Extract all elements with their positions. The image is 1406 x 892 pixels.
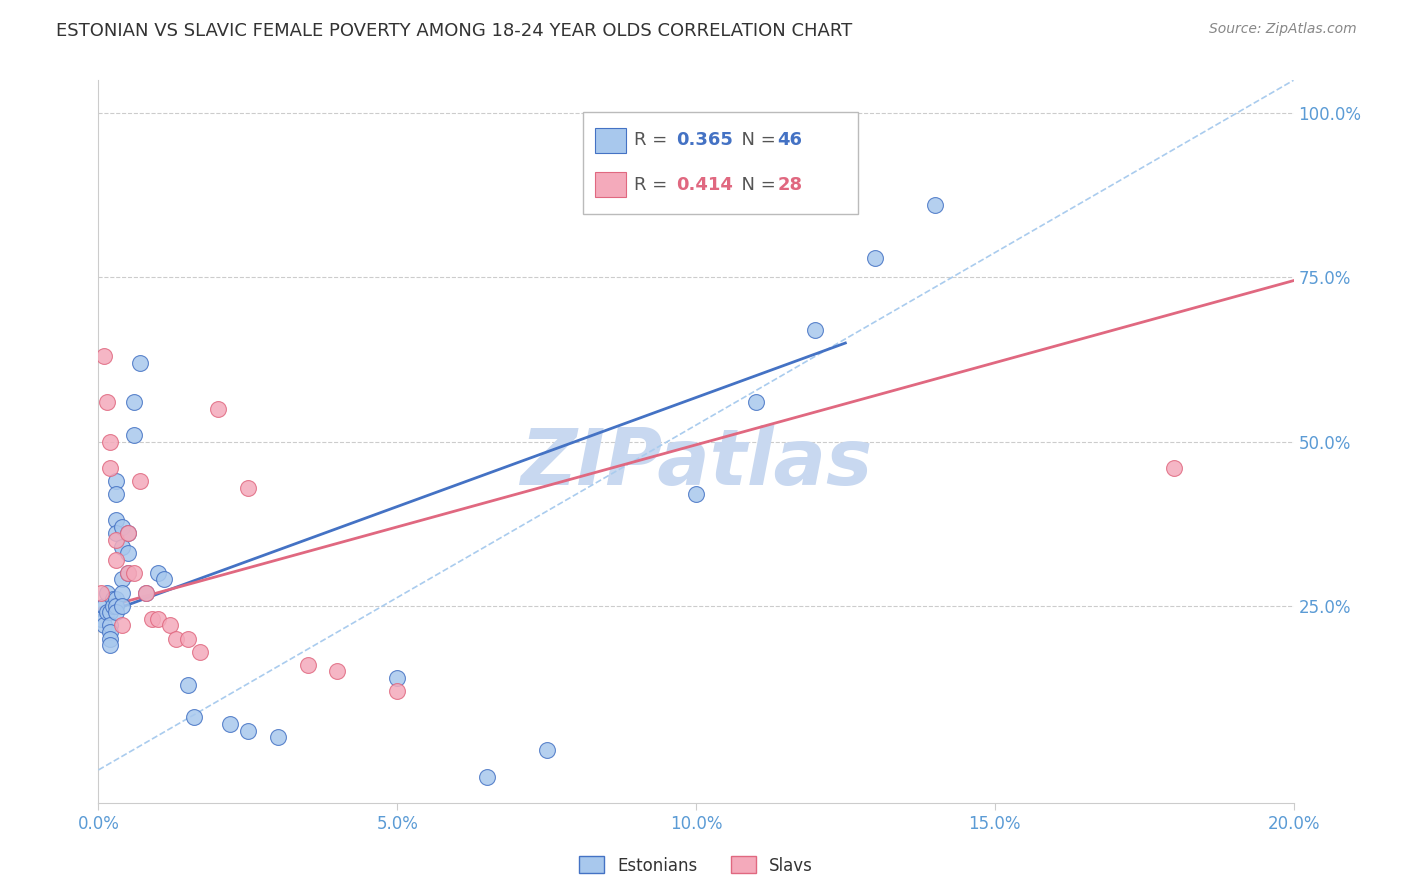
Point xyxy=(745,395,768,409)
Point xyxy=(98,618,122,632)
Point xyxy=(177,677,200,691)
Point xyxy=(105,487,128,501)
Text: 46: 46 xyxy=(778,131,803,149)
Text: 0.414: 0.414 xyxy=(676,176,733,194)
Point xyxy=(93,618,115,632)
Point xyxy=(105,533,128,547)
Point xyxy=(98,434,122,449)
Point xyxy=(135,585,157,599)
Point xyxy=(105,605,128,619)
Point xyxy=(117,526,139,541)
Point xyxy=(148,612,170,626)
Point xyxy=(90,612,112,626)
Point xyxy=(159,618,181,632)
Point xyxy=(103,599,125,613)
Point xyxy=(103,592,125,607)
Text: Source: ZipAtlas.com: Source: ZipAtlas.com xyxy=(1209,22,1357,37)
Point xyxy=(98,632,122,646)
Point xyxy=(536,743,558,757)
Text: 0.365: 0.365 xyxy=(676,131,733,149)
Point xyxy=(475,770,498,784)
Point xyxy=(804,323,827,337)
Point xyxy=(183,710,205,724)
Point xyxy=(117,546,139,560)
Point xyxy=(219,717,242,731)
Legend: Estonians, Slavs: Estonians, Slavs xyxy=(572,850,820,881)
Point xyxy=(385,684,409,698)
Text: ZIPatlas: ZIPatlas xyxy=(520,425,872,501)
Point xyxy=(177,632,200,646)
Point xyxy=(90,585,112,599)
Point xyxy=(105,553,128,567)
Point xyxy=(236,481,259,495)
Point xyxy=(96,605,118,619)
Point xyxy=(124,428,146,442)
Point xyxy=(105,513,128,527)
Point xyxy=(207,401,229,416)
Text: R =: R = xyxy=(634,176,673,194)
Point xyxy=(117,566,139,580)
Point xyxy=(297,657,319,672)
Point xyxy=(385,671,409,685)
Point xyxy=(93,599,115,613)
Text: ESTONIAN VS SLAVIC FEMALE POVERTY AMONG 18-24 YEAR OLDS CORRELATION CHART: ESTONIAN VS SLAVIC FEMALE POVERTY AMONG … xyxy=(56,22,852,40)
Point xyxy=(105,526,128,541)
Point xyxy=(117,526,139,541)
Point xyxy=(96,395,118,409)
Point xyxy=(267,730,290,744)
Point xyxy=(105,474,128,488)
Point xyxy=(124,395,146,409)
Point xyxy=(124,566,146,580)
Point xyxy=(111,585,134,599)
Text: 28: 28 xyxy=(778,176,803,194)
Point xyxy=(105,592,128,607)
Point xyxy=(153,573,176,587)
Point xyxy=(111,573,134,587)
Point xyxy=(98,625,122,640)
Point xyxy=(96,585,118,599)
Point xyxy=(129,356,152,370)
Point xyxy=(129,474,152,488)
Point xyxy=(188,645,211,659)
Point xyxy=(98,460,122,475)
Point xyxy=(685,487,707,501)
Point xyxy=(141,612,163,626)
Point xyxy=(105,599,128,613)
Point xyxy=(93,349,115,363)
Point xyxy=(111,520,134,534)
Text: N =: N = xyxy=(730,176,782,194)
Point xyxy=(111,599,134,613)
Text: R =: R = xyxy=(634,131,673,149)
Point xyxy=(98,638,122,652)
Point xyxy=(865,251,887,265)
Point xyxy=(326,665,349,679)
Point xyxy=(236,723,259,738)
Point xyxy=(165,632,187,646)
Point xyxy=(111,540,134,554)
Point xyxy=(117,566,139,580)
Point xyxy=(98,605,122,619)
Point xyxy=(135,585,157,599)
Point xyxy=(924,198,946,212)
Point xyxy=(1163,460,1185,475)
Text: N =: N = xyxy=(730,131,782,149)
Point xyxy=(148,566,170,580)
Point xyxy=(111,618,134,632)
